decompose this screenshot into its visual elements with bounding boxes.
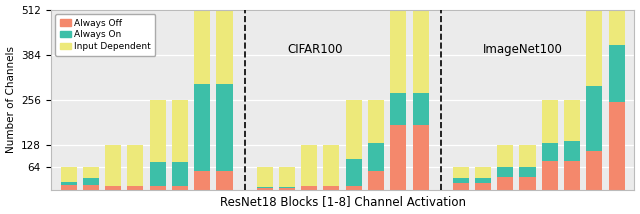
Bar <box>609 45 625 102</box>
Bar <box>301 186 317 190</box>
Bar <box>497 145 513 167</box>
Bar <box>564 100 580 141</box>
Bar <box>452 167 468 178</box>
X-axis label: ResNet18 Blocks [1-8] Channel Activation: ResNet18 Blocks [1-8] Channel Activation <box>220 195 465 208</box>
Bar <box>586 86 602 151</box>
Bar <box>61 167 77 182</box>
Bar <box>452 183 468 190</box>
Bar <box>413 125 429 190</box>
Bar <box>452 178 468 183</box>
Bar <box>564 141 580 161</box>
Y-axis label: Number of Channels: Number of Channels <box>6 46 15 153</box>
Bar <box>520 167 536 177</box>
Bar <box>346 100 362 159</box>
Bar <box>172 162 188 186</box>
Bar <box>475 178 491 183</box>
Bar <box>541 161 558 190</box>
Bar <box>216 84 232 171</box>
Bar <box>83 178 99 185</box>
Bar <box>257 188 273 190</box>
Bar <box>586 10 602 86</box>
Bar <box>194 10 210 84</box>
Bar <box>150 186 166 190</box>
Bar <box>172 100 188 162</box>
Bar <box>323 145 339 186</box>
Bar <box>346 186 362 190</box>
Bar <box>609 10 625 45</box>
Bar <box>390 10 406 93</box>
Bar <box>61 182 77 185</box>
Bar <box>586 151 602 190</box>
Bar <box>150 162 166 186</box>
Bar <box>127 186 143 190</box>
Bar <box>413 93 429 125</box>
Bar <box>216 10 232 84</box>
Bar <box>301 145 317 186</box>
Bar <box>520 145 536 167</box>
Bar <box>497 167 513 177</box>
Bar <box>609 102 625 190</box>
Text: ImageNet100: ImageNet100 <box>483 43 563 55</box>
Bar <box>541 100 558 143</box>
Bar <box>390 125 406 190</box>
Bar <box>105 145 121 186</box>
Bar <box>127 145 143 186</box>
Bar <box>564 161 580 190</box>
Bar <box>105 186 121 190</box>
Bar <box>61 185 77 190</box>
Bar <box>323 186 339 190</box>
Bar <box>520 177 536 190</box>
Bar <box>497 177 513 190</box>
Bar <box>413 10 429 93</box>
Bar <box>279 167 295 187</box>
Bar <box>368 143 384 171</box>
Bar <box>368 100 384 143</box>
Bar <box>83 167 99 178</box>
Bar <box>475 167 491 178</box>
Bar <box>257 167 273 187</box>
Text: CIFAR10: CIFAR10 <box>91 43 139 55</box>
Bar <box>390 93 406 125</box>
Bar <box>346 159 362 186</box>
Bar <box>475 183 491 190</box>
Bar <box>83 185 99 190</box>
Bar <box>541 143 558 161</box>
Bar <box>150 100 166 162</box>
Text: CIFAR100: CIFAR100 <box>287 43 342 55</box>
Bar <box>216 171 232 190</box>
Bar <box>172 186 188 190</box>
Bar <box>279 187 295 188</box>
Legend: Always Off, Always On, Input Dependent: Always Off, Always On, Input Dependent <box>55 14 156 55</box>
Bar <box>279 188 295 190</box>
Bar <box>194 171 210 190</box>
Bar <box>194 84 210 171</box>
Bar <box>368 171 384 190</box>
Bar <box>257 187 273 188</box>
